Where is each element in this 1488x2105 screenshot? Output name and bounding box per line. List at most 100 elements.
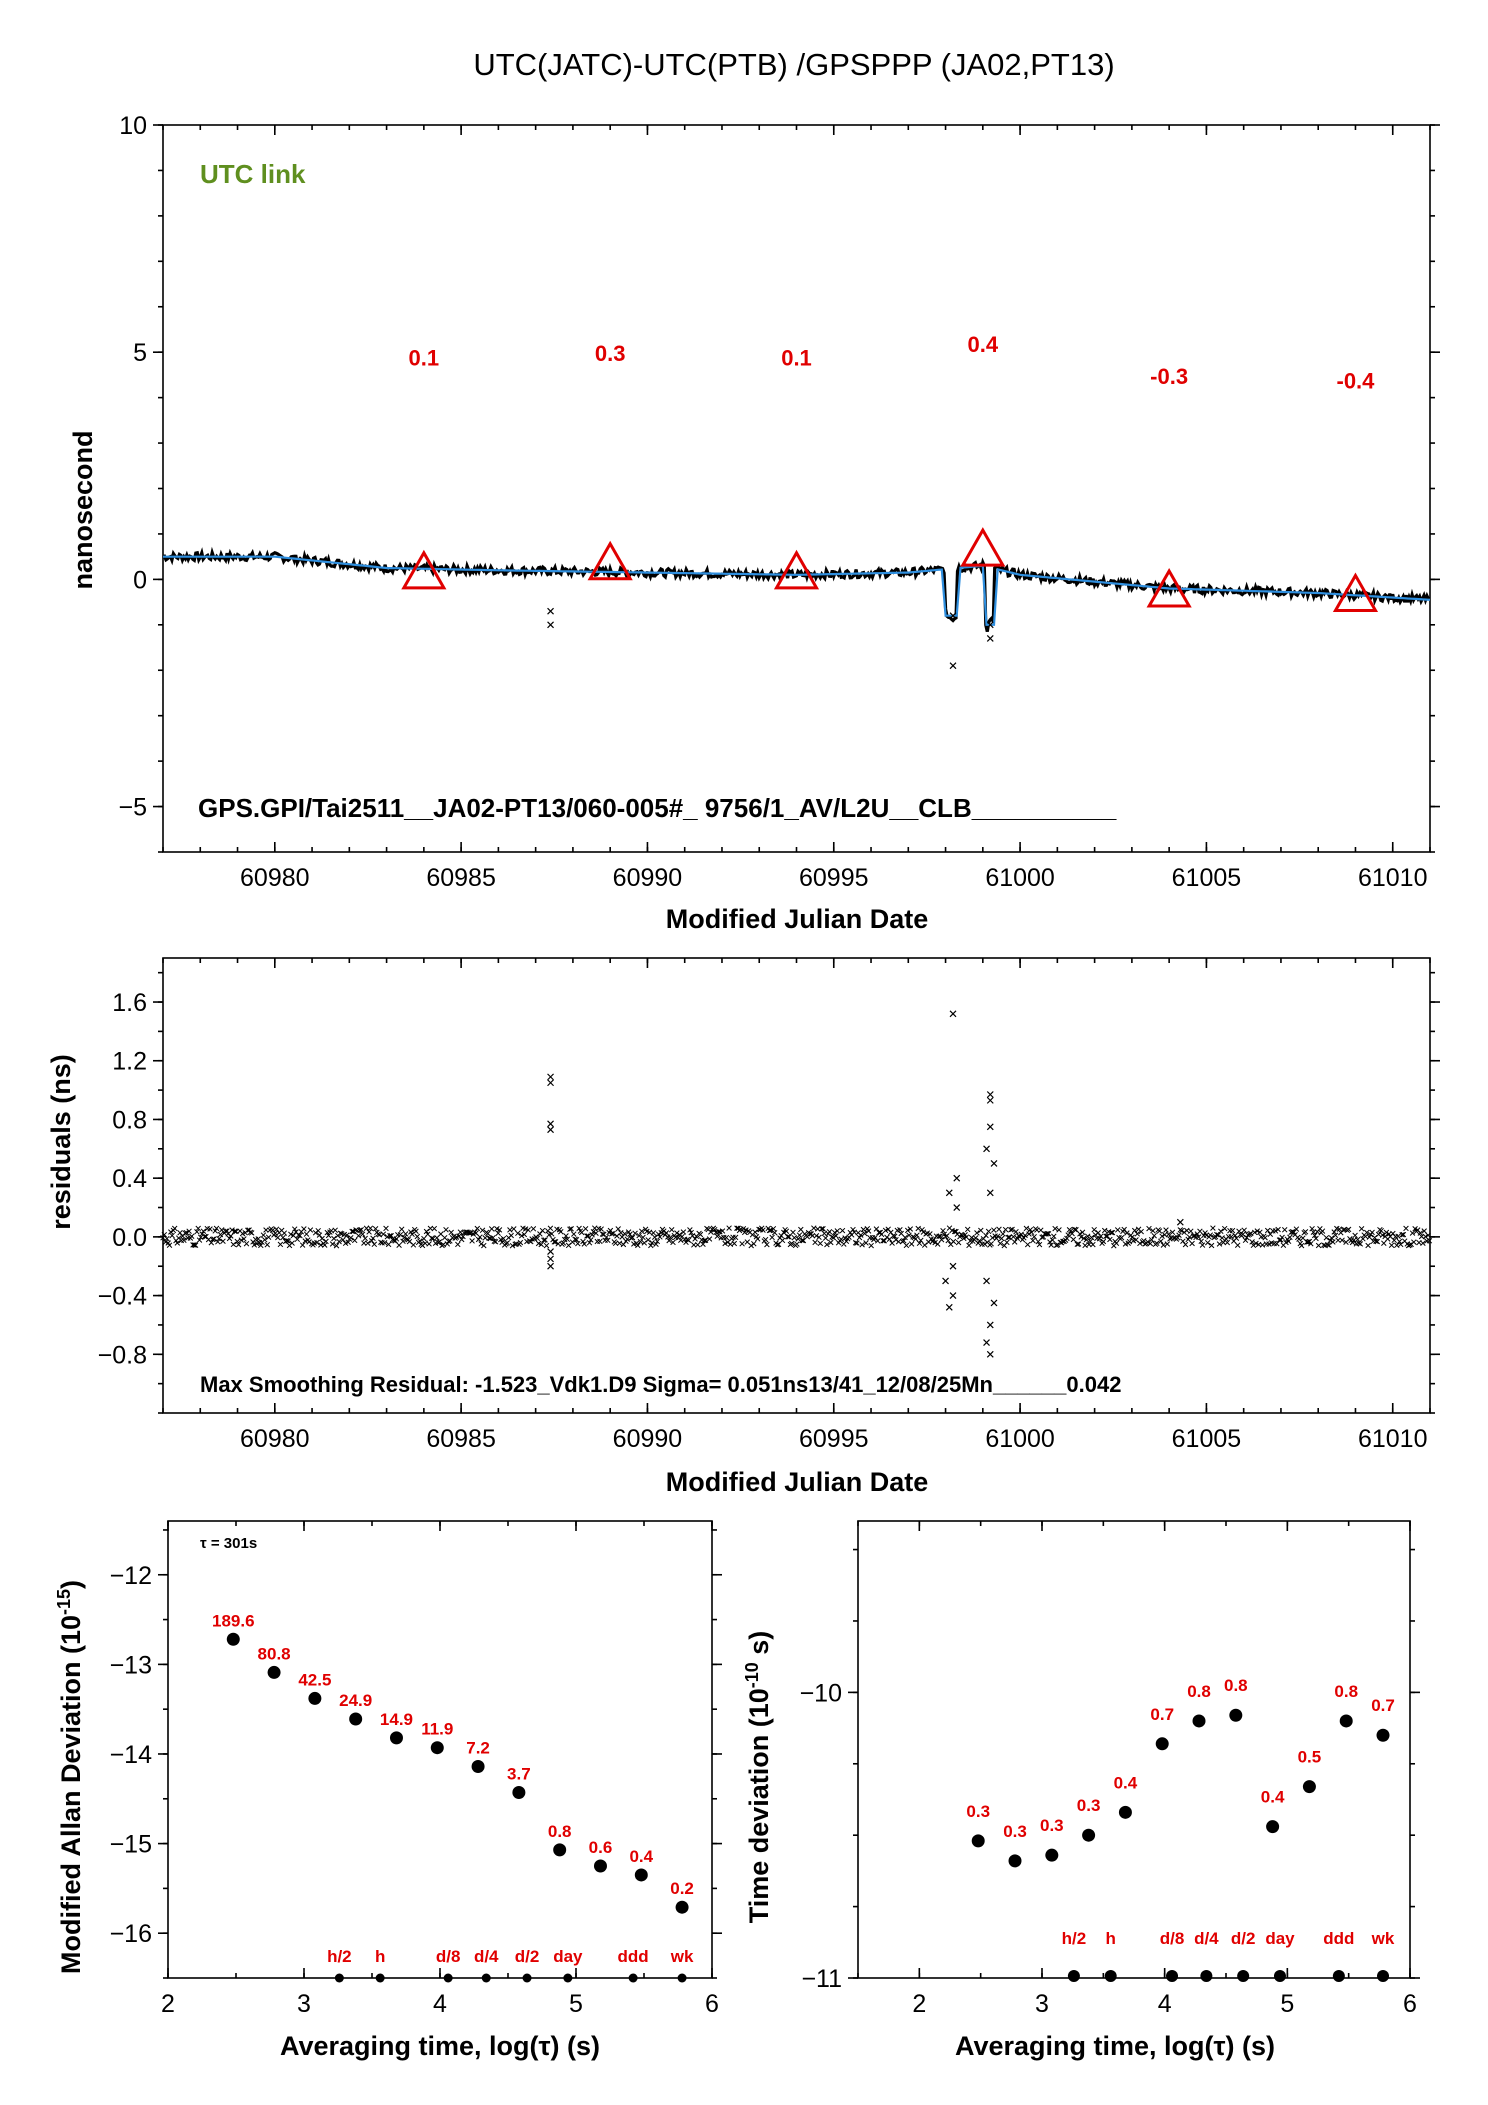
tdev-scale-label: d/4 bbox=[1194, 1929, 1219, 1948]
timeseries-marker-label: 0.1 bbox=[409, 346, 440, 371]
timeseries-triangle-marker bbox=[1146, 567, 1192, 608]
mdev-point bbox=[675, 1900, 689, 1914]
tdev-scale-label: day bbox=[1265, 1929, 1295, 1948]
tdev-scale-dot bbox=[1067, 1970, 1080, 1982]
timeseries-marker-label: -0.3 bbox=[1150, 364, 1188, 389]
mdev-point bbox=[553, 1843, 567, 1857]
tdev-point-label: 0.3 bbox=[1003, 1822, 1027, 1841]
mdev-point-label: 11.9 bbox=[421, 1720, 453, 1739]
residuals-xtick-label: 60985 bbox=[426, 1425, 496, 1453]
timeseries-triangle-marker bbox=[401, 549, 447, 590]
mdev-point-label: 42.5 bbox=[298, 1670, 331, 1689]
tdev-point bbox=[1118, 1805, 1132, 1819]
mdev-ylabel: Modified Allan Deviation (10-15) bbox=[54, 1580, 86, 1974]
timeseries-xtick-label: 61000 bbox=[985, 864, 1055, 892]
tdev-scale-dot bbox=[1200, 1970, 1213, 1982]
timeseries-xtick-label: 60980 bbox=[240, 864, 310, 892]
tdev-point-label: 0.5 bbox=[1298, 1748, 1322, 1767]
residuals-outlier bbox=[953, 1204, 961, 1211]
timeseries-triangle-marker bbox=[587, 540, 633, 581]
tdev-scale-label: h bbox=[1105, 1929, 1115, 1948]
residuals-ytick-label: −0.8 bbox=[98, 1341, 147, 1369]
timeseries-xtick-label: 61010 bbox=[1358, 864, 1428, 892]
mdev-ytick-label: −13 bbox=[110, 1651, 152, 1679]
residuals-outlier bbox=[983, 1339, 990, 1346]
residuals-xlabel: Modified Julian Date bbox=[666, 1467, 929, 1497]
mdev-xtick-label: 2 bbox=[161, 1990, 175, 2018]
tdev-point bbox=[971, 1834, 985, 1848]
timeseries-outlier bbox=[949, 612, 957, 620]
mdev-point-label: 0.4 bbox=[629, 1847, 653, 1866]
timeseries-outlier bbox=[547, 607, 554, 615]
residuals-outlier bbox=[547, 1255, 554, 1263]
residuals-outlier bbox=[949, 1292, 957, 1300]
residuals-outlier bbox=[986, 1321, 994, 1329]
timeseries-outlier bbox=[547, 621, 554, 629]
residuals-ytick-label: 1.6 bbox=[112, 989, 147, 1017]
residuals-plot-frame bbox=[162, 957, 1431, 1414]
mdev-ylabel-sup: -15 bbox=[54, 1589, 74, 1615]
tdev-point bbox=[1229, 1708, 1243, 1722]
mdev-scale-label: ddd bbox=[618, 1947, 649, 1966]
timeseries-ylabel: nanosecond bbox=[68, 430, 98, 589]
mdev-scale-dot bbox=[563, 1973, 573, 1983]
timeseries-marker-label: 0.3 bbox=[595, 341, 626, 366]
residuals-ytick-label: 0.8 bbox=[112, 1106, 147, 1134]
timeseries-xtick-label: 61005 bbox=[1172, 864, 1242, 892]
mdev-scale-label: d/2 bbox=[515, 1947, 540, 1966]
mdev-point bbox=[430, 1741, 444, 1755]
tdev-scale-dot bbox=[1273, 1970, 1286, 1982]
tdev-scale-dot bbox=[1166, 1970, 1179, 1982]
tdev-scale-dot bbox=[1237, 1970, 1250, 1982]
residuals-outlier bbox=[945, 1303, 953, 1311]
tdev-scale-label: d/8 bbox=[1160, 1929, 1185, 1948]
tdev-ylabel-tail: s) bbox=[744, 1631, 774, 1663]
residuals-outlier bbox=[990, 1160, 998, 1167]
residuals-outlier bbox=[986, 1091, 994, 1098]
timeseries-ytick-label: 10 bbox=[119, 112, 147, 140]
timeseries-xtick-label: 60990 bbox=[613, 864, 683, 892]
residuals-outlier bbox=[983, 1145, 990, 1153]
mdev-ytick-label: −15 bbox=[110, 1831, 152, 1859]
residuals-outlier bbox=[547, 1248, 554, 1255]
tdev-ylabel-main: Time deviation (10 bbox=[744, 1688, 774, 1923]
tdev-point bbox=[1266, 1820, 1280, 1834]
timeseries-plot-frame bbox=[162, 124, 1431, 853]
mdev-point bbox=[634, 1868, 648, 1882]
mdev-tau-note: τ = 301s bbox=[200, 1535, 257, 1552]
residuals-ytick-label: 0.4 bbox=[112, 1165, 147, 1193]
tdev-xtick-label: 5 bbox=[1280, 1990, 1294, 2018]
tdev-ylabel: Time deviation (10-10 s) bbox=[742, 1631, 774, 1924]
timeseries-ytick-label: 5 bbox=[133, 339, 147, 367]
timeseries-triangle-marker bbox=[960, 527, 1006, 567]
timeseries-marker-label: 0.1 bbox=[781, 346, 812, 371]
mdev-point bbox=[308, 1691, 322, 1705]
residuals-outlier bbox=[547, 1079, 554, 1087]
mdev-scale-dot bbox=[628, 1973, 638, 1983]
residuals-outlier bbox=[986, 1096, 994, 1104]
mdev-panel: 2 3 4 5 6 −16 −15 −14 −13 −12 189.680.8 42.5 24.9 14.… bbox=[110, 1520, 722, 2018]
mdev-scale-dot bbox=[443, 1973, 453, 1983]
timeseries-xtick-label: 60995 bbox=[799, 864, 869, 892]
mdev-xlabel: Averaging time, log(τ) (s) bbox=[280, 2031, 600, 2061]
residuals-outlier bbox=[953, 1174, 961, 1182]
timeseries-panel: 60980 60985 60990 60995 61000 61005 61010 −5 0 5 1… bbox=[118, 112, 1440, 892]
residuals-xtick-label: 61000 bbox=[985, 1425, 1055, 1453]
timeseries-outlier bbox=[986, 621, 994, 629]
residuals-ytick-label: 1.2 bbox=[112, 1048, 147, 1076]
residuals-outlier bbox=[547, 1262, 554, 1270]
residuals-outlier bbox=[547, 1126, 554, 1134]
tdev-point bbox=[1008, 1854, 1022, 1868]
residuals-data-band bbox=[160, 1225, 1433, 1249]
tdev-ytick-label: −11 bbox=[801, 1965, 842, 1993]
mdev-point bbox=[471, 1760, 485, 1774]
timeseries-marker-label: 0.4 bbox=[968, 332, 999, 357]
tdev-point-label: 0.3 bbox=[1077, 1796, 1101, 1815]
timeseries-xtick-label: 60985 bbox=[426, 864, 496, 892]
mdev-scale-label: h bbox=[375, 1947, 385, 1966]
residuals-xtick-label: 61005 bbox=[1172, 1425, 1242, 1453]
residuals-outlier bbox=[942, 1277, 949, 1285]
mdev-ytick-label: −12 bbox=[110, 1562, 152, 1590]
residuals-ytick-label: −0.4 bbox=[98, 1283, 147, 1311]
tdev-xtick-label: 3 bbox=[1035, 1990, 1049, 2018]
